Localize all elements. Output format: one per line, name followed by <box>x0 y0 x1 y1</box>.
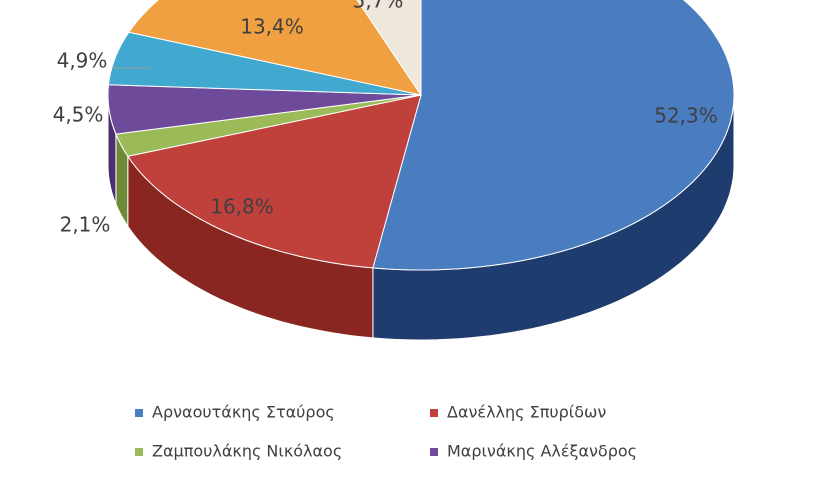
data-label: 13,4% <box>240 15 304 39</box>
legend-label: Ζαμπουλάκης Νικόλαος <box>152 442 342 461</box>
slice <box>356 0 422 97</box>
data-label: 16,8% <box>210 195 274 219</box>
legend-label: Μαρινάκης Αλέξανδρος <box>447 442 637 461</box>
slice <box>372 0 735 271</box>
data-label: 4,9% <box>57 49 108 73</box>
data-label: 4,5% <box>53 103 104 127</box>
slice <box>107 84 422 135</box>
legend-label: Δανέλλης Σπυρίδων <box>447 403 606 422</box>
legend-swatch <box>135 409 143 417</box>
slice <box>107 31 422 96</box>
legend-label: Αρναουτάκης Σταύρος <box>152 403 335 422</box>
legend-swatch <box>430 409 438 417</box>
data-label: 52,3% <box>654 104 718 128</box>
slice <box>128 0 423 96</box>
legend-swatch <box>135 448 143 456</box>
slice <box>126 94 422 269</box>
data-label: 2,1% <box>60 213 111 237</box>
data-label: 5,7% <box>353 0 404 13</box>
legend-swatch <box>430 448 438 456</box>
